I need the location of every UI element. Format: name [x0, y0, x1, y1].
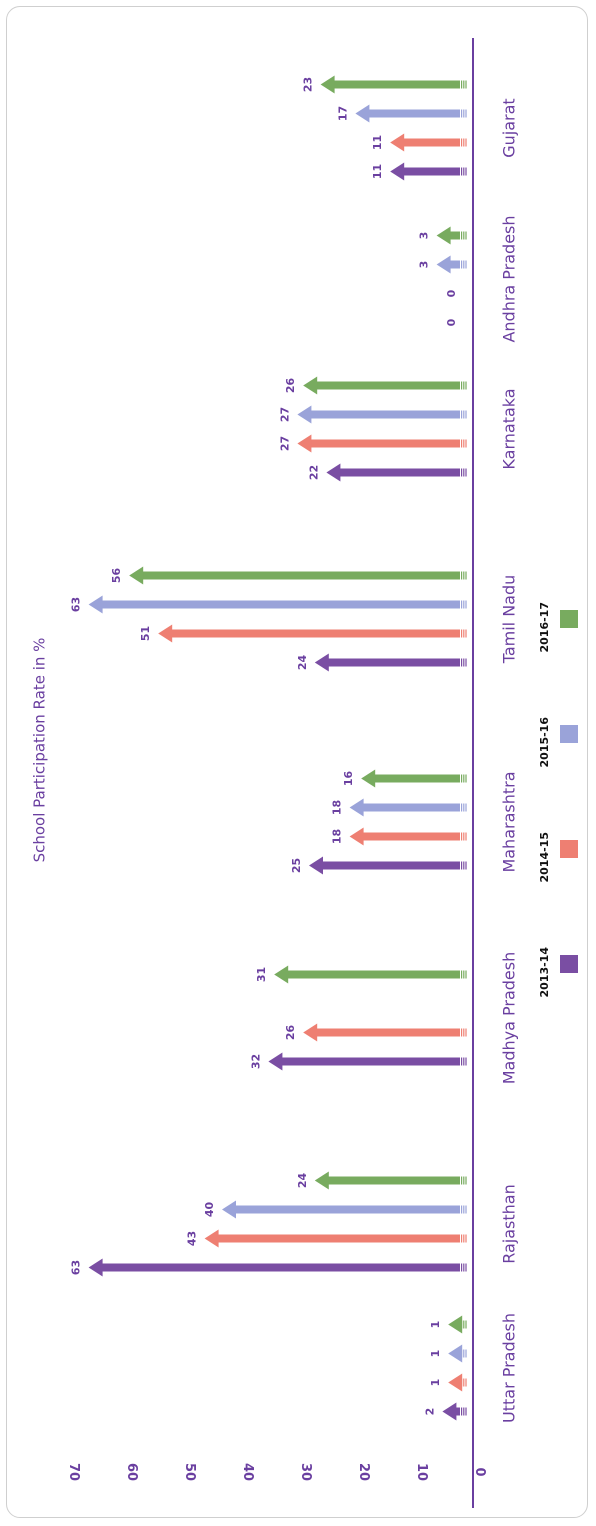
- bar-mark: [320, 75, 467, 94]
- value-tick-label: 50: [182, 1463, 197, 1481]
- data-label: 24: [296, 655, 309, 671]
- data-label: 23: [302, 77, 315, 92]
- data-label: 27: [278, 407, 291, 422]
- bar-mark: [355, 104, 467, 123]
- bar-mark: [268, 1052, 467, 1071]
- bar-mark: [314, 1171, 467, 1190]
- bar-mark: [309, 856, 467, 875]
- bar-mark: [349, 827, 467, 846]
- bar-mark: [204, 1229, 467, 1248]
- data-label: 26: [284, 378, 297, 394]
- chart-title: School Participation Rate in %: [31, 638, 49, 863]
- value-tick-label: 30: [298, 1463, 313, 1481]
- data-label: 11: [371, 164, 384, 179]
- data-label: 0: [445, 289, 458, 297]
- data-label: 1: [429, 1321, 442, 1329]
- data-label: 31: [255, 967, 268, 982]
- legend-label: 2013-14: [538, 947, 551, 998]
- data-label: 3: [418, 261, 431, 269]
- data-label: 63: [70, 597, 83, 612]
- bar-mark: [436, 226, 467, 245]
- bar-mark: [390, 162, 467, 181]
- category-label: Maharashtra: [500, 771, 519, 872]
- bar-mark: [303, 376, 467, 395]
- data-label: 0: [445, 318, 458, 326]
- bar-mark: [274, 965, 467, 984]
- category-label: Madhya Pradesh: [500, 952, 519, 1085]
- legend-label: 2015-16: [538, 717, 551, 768]
- bar-mark: [129, 566, 467, 585]
- bar-mark: [436, 255, 467, 274]
- bar-mark: [458, 319, 467, 327]
- category-label: Rajasthan: [500, 1184, 519, 1264]
- category-label: Uttar Pradesh: [500, 1313, 519, 1423]
- value-tick-label: 0: [472, 1467, 487, 1476]
- value-tick-label: 70: [66, 1463, 81, 1481]
- data-label: 51: [139, 626, 152, 641]
- data-label: 40: [203, 1202, 216, 1218]
- value-tick-label: 40: [240, 1463, 255, 1481]
- data-label: 3: [418, 232, 431, 240]
- bar-mark: [458, 290, 467, 298]
- data-label: 43: [186, 1231, 199, 1246]
- data-label: 18: [331, 800, 344, 815]
- legend-swatch: [560, 840, 578, 858]
- legend-swatch: [560, 610, 578, 628]
- data-label: 27: [278, 436, 291, 451]
- value-tick-label: 10: [414, 1463, 429, 1481]
- legend-label: 2016-17: [538, 602, 551, 653]
- bar-mark: [349, 798, 467, 817]
- data-label: 17: [336, 106, 349, 121]
- bar-mark: [297, 405, 467, 424]
- data-label: 18: [331, 829, 344, 844]
- legend-swatch: [560, 725, 578, 743]
- bar-mark: [297, 434, 467, 453]
- value-tick-label: 60: [124, 1463, 139, 1481]
- bar-mark: [222, 1200, 467, 1219]
- bar-mark: [326, 463, 467, 482]
- data-label: 24: [296, 1173, 309, 1189]
- data-label: 22: [307, 465, 320, 480]
- bar-mark: [88, 595, 467, 614]
- category-label: Gujarat: [500, 98, 519, 157]
- data-label: 2: [423, 1408, 436, 1416]
- bar-mark: [448, 1315, 467, 1334]
- data-label: 1: [429, 1379, 442, 1387]
- bar-mark: [448, 1344, 467, 1363]
- category-label: Karnataka: [500, 388, 519, 469]
- data-label: 25: [290, 858, 303, 873]
- bar-mark: [448, 1373, 467, 1392]
- data-label: 56: [110, 568, 123, 584]
- data-label: 32: [249, 1054, 262, 1069]
- data-label: 11: [371, 135, 384, 150]
- bar-mark: [361, 769, 467, 788]
- bar-mark: [88, 1258, 467, 1277]
- bar-mark: [158, 624, 467, 643]
- bar-mark: [442, 1402, 467, 1421]
- bar-mark: [303, 1023, 467, 1042]
- legend-swatch: [560, 955, 578, 973]
- data-label: 26: [284, 1025, 297, 1041]
- category-label: Andhra Pradesh: [500, 215, 519, 342]
- bar-mark: [314, 653, 467, 672]
- data-label: 16: [342, 771, 355, 787]
- category-label: Tamil Nadu: [500, 575, 519, 665]
- data-label: 63: [70, 1260, 83, 1275]
- data-label: 1: [429, 1350, 442, 1358]
- legend-label: 2014-15: [538, 832, 551, 883]
- value-tick-label: 20: [356, 1463, 371, 1481]
- bar-mark: [390, 133, 467, 152]
